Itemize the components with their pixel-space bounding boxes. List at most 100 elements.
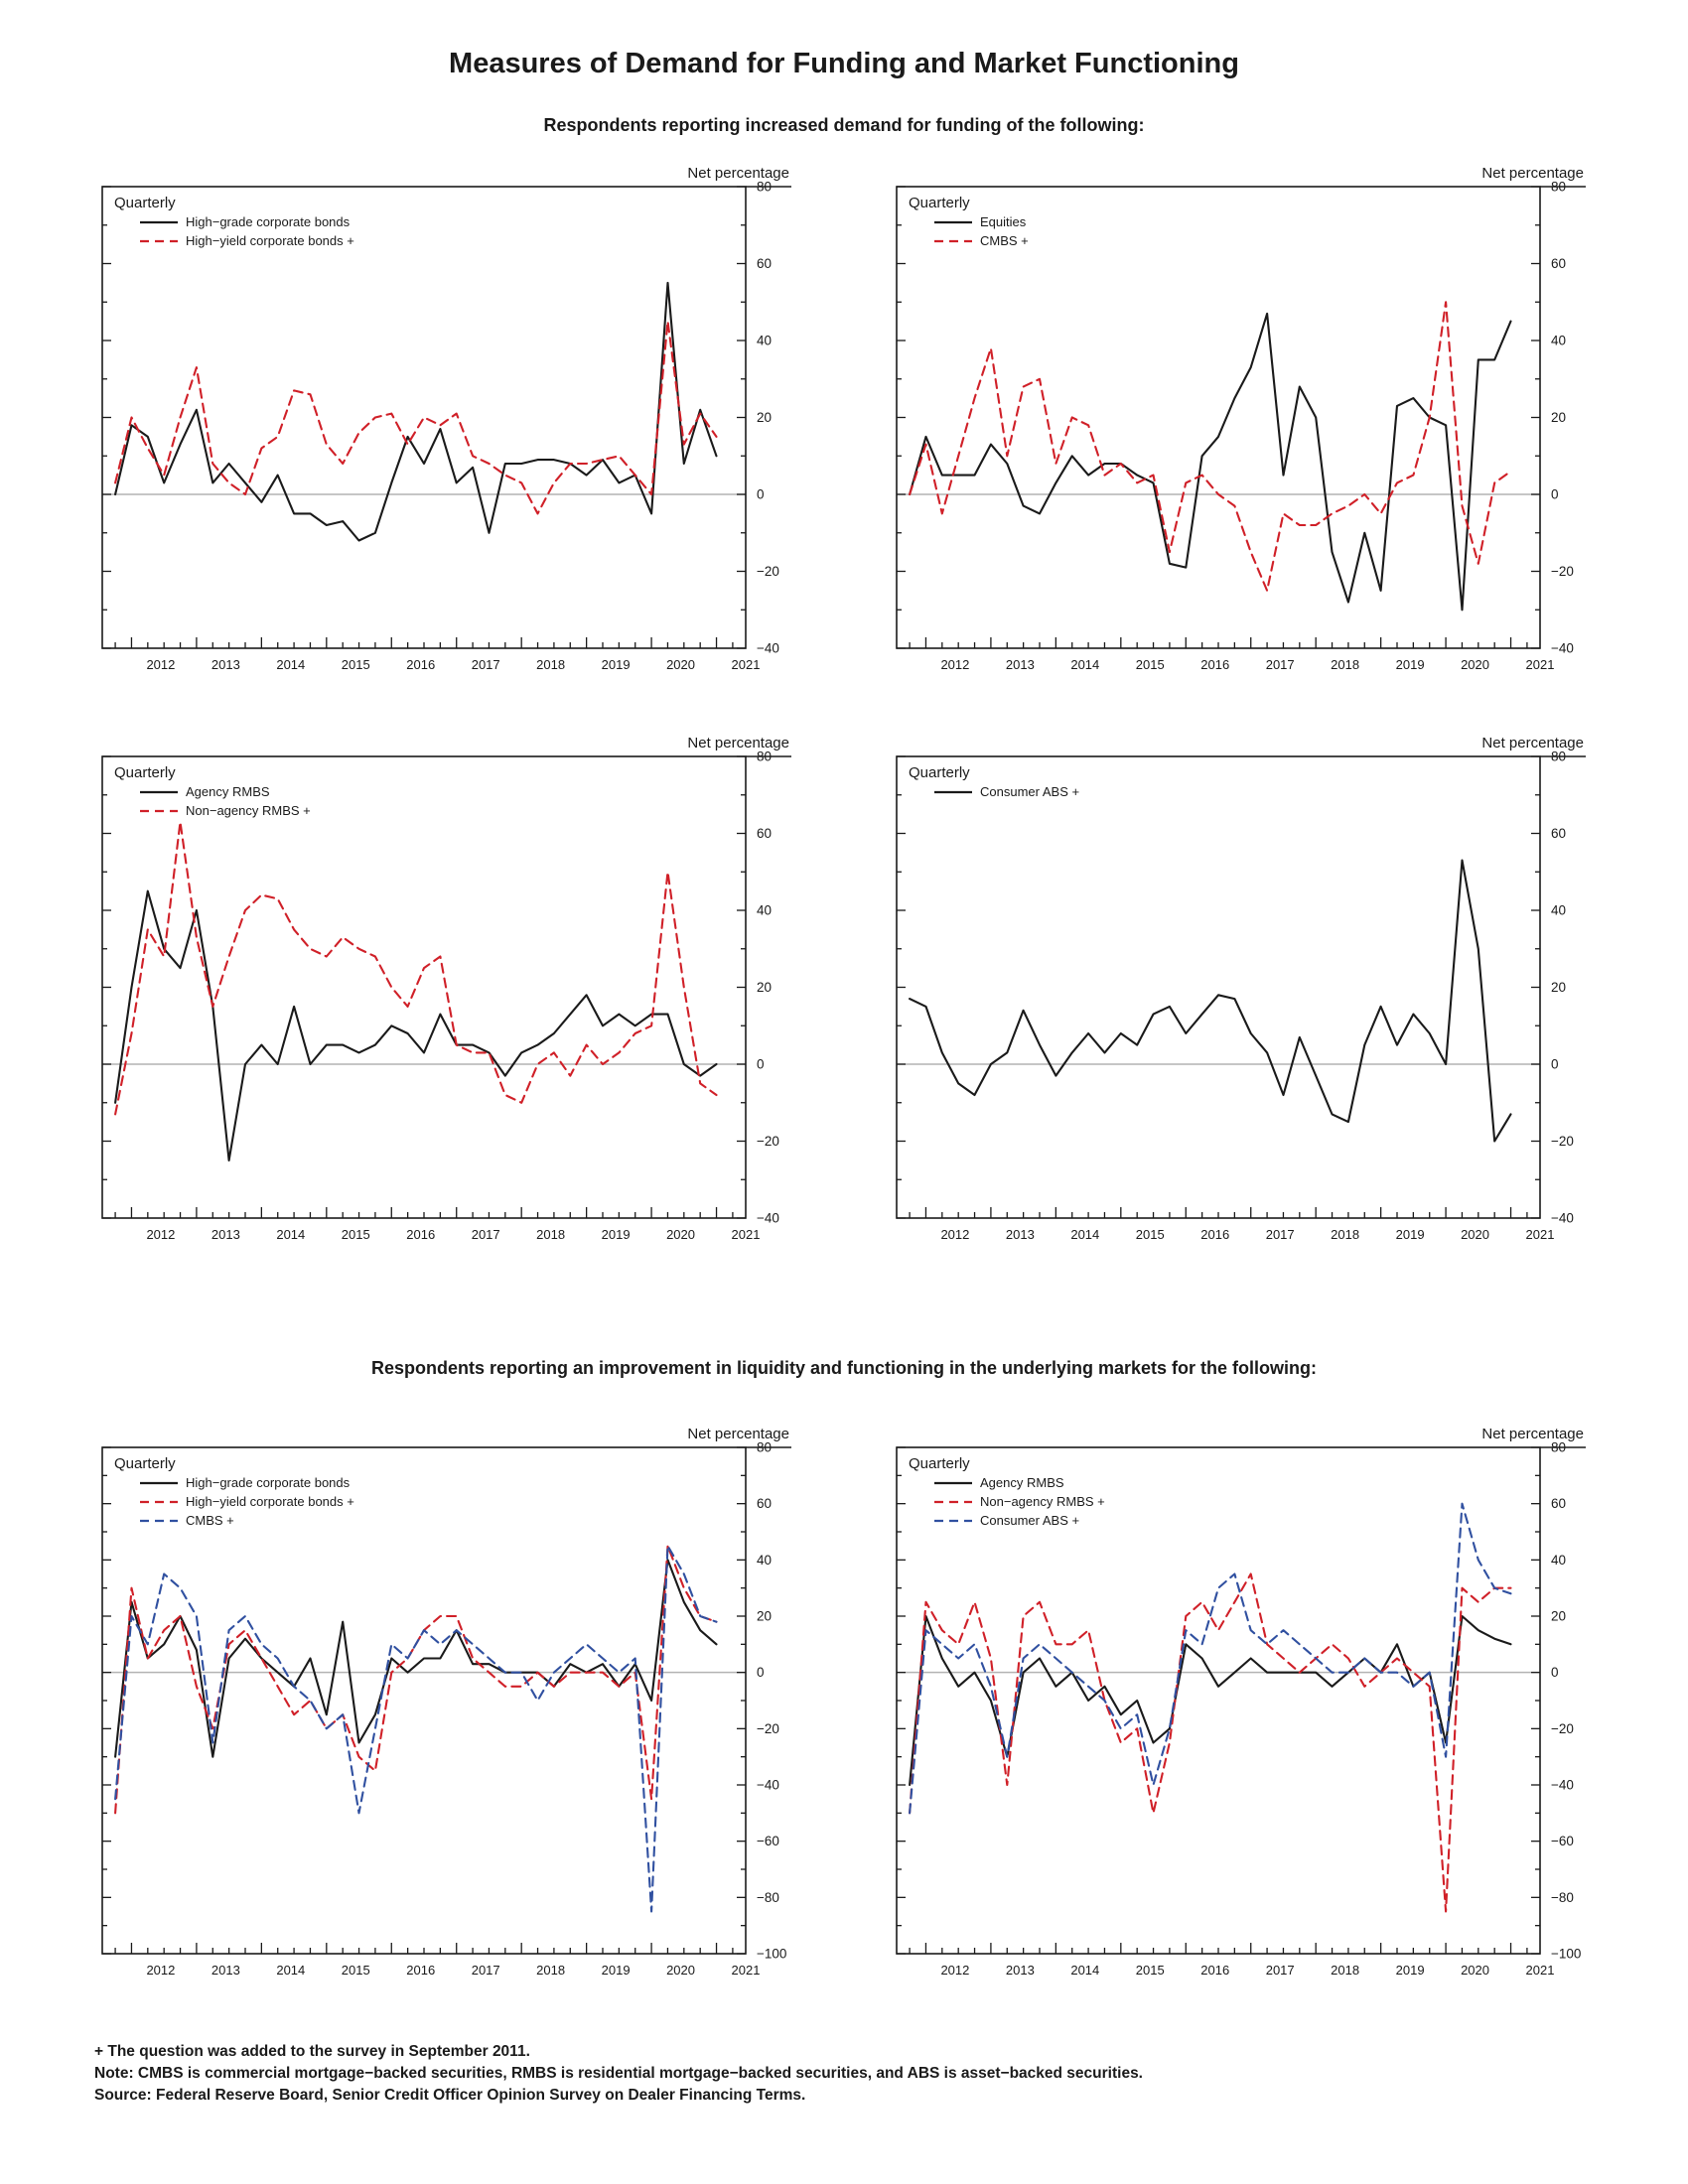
svg-text:−40: −40: [1551, 1211, 1574, 1226]
svg-text:Net percentage: Net percentage: [687, 735, 789, 751]
svg-text:2017: 2017: [1266, 657, 1295, 672]
svg-text:−20: −20: [757, 1721, 779, 1736]
svg-text:2020: 2020: [1461, 1963, 1489, 1978]
svg-text:−100: −100: [1551, 1947, 1581, 1962]
svg-text:Consumer ABS +: Consumer ABS +: [980, 784, 1079, 799]
svg-text:2016: 2016: [406, 657, 435, 672]
svg-text:2017: 2017: [472, 1227, 500, 1242]
svg-text:Net percentage: Net percentage: [1481, 165, 1584, 182]
svg-text:−40: −40: [757, 1778, 779, 1793]
svg-text:High−yield corporate bonds +: High−yield corporate bonds +: [186, 233, 354, 248]
svg-text:2021: 2021: [1526, 657, 1555, 672]
svg-text:2020: 2020: [666, 1227, 695, 1242]
svg-text:2016: 2016: [406, 1963, 435, 1978]
svg-text:0: 0: [757, 487, 765, 502]
svg-text:20: 20: [757, 1609, 772, 1624]
svg-text:2018: 2018: [1331, 1227, 1359, 1242]
svg-text:CMBS +: CMBS +: [186, 1513, 234, 1528]
svg-text:Quarterly: Quarterly: [114, 1455, 176, 1472]
svg-text:2019: 2019: [602, 1227, 631, 1242]
svg-text:2014: 2014: [1070, 1963, 1099, 1978]
svg-text:Quarterly: Quarterly: [114, 195, 176, 211]
svg-text:2021: 2021: [732, 657, 761, 672]
svg-text:2013: 2013: [211, 1963, 240, 1978]
svg-text:40: 40: [757, 1553, 772, 1568]
svg-text:2019: 2019: [1396, 657, 1425, 672]
svg-text:2014: 2014: [1070, 657, 1099, 672]
svg-text:2013: 2013: [211, 1227, 240, 1242]
svg-text:40: 40: [1551, 903, 1566, 918]
svg-text:−40: −40: [757, 641, 779, 656]
svg-text:60: 60: [1551, 1496, 1566, 1511]
svg-text:2017: 2017: [1266, 1227, 1295, 1242]
svg-text:20: 20: [1551, 1609, 1566, 1624]
svg-text:20: 20: [757, 410, 772, 425]
svg-text:Net percentage: Net percentage: [687, 165, 789, 182]
svg-text:Agency RMBS: Agency RMBS: [980, 1475, 1064, 1490]
svg-text:0: 0: [757, 1057, 765, 1072]
svg-text:2014: 2014: [276, 1227, 305, 1242]
svg-text:0: 0: [757, 1665, 765, 1680]
svg-text:−20: −20: [1551, 1134, 1574, 1149]
svg-text:2020: 2020: [666, 1963, 695, 1978]
svg-text:20: 20: [757, 980, 772, 995]
svg-text:2019: 2019: [602, 1963, 631, 1978]
svg-text:2020: 2020: [1461, 657, 1489, 672]
footnote-source: Source: Federal Reserve Board, Senior Cr…: [94, 2087, 806, 2104]
footnotes: + The question was added to the survey i…: [94, 2041, 1143, 2107]
svg-text:2021: 2021: [732, 1227, 761, 1242]
svg-text:2021: 2021: [732, 1963, 761, 1978]
chart-demand-consumer-abs: −40 −20 0 20 40 60 80 2012 2013 2014 2015 2016 2017 2…: [889, 717, 1643, 1283]
svg-text:Quarterly: Quarterly: [909, 1455, 970, 1472]
svg-text:2014: 2014: [1070, 1227, 1099, 1242]
svg-text:2017: 2017: [472, 657, 500, 672]
svg-text:20: 20: [1551, 410, 1566, 425]
svg-text:−20: −20: [1551, 1721, 1574, 1736]
svg-text:2012: 2012: [940, 1227, 969, 1242]
svg-text:2018: 2018: [1331, 657, 1359, 672]
svg-text:2018: 2018: [1331, 1963, 1359, 1978]
footnote-note: Note: CMBS is commercial mortgage−backed…: [94, 2065, 1143, 2082]
chart-liquidity-rmbs-abs: −100 −80 −60 −40 −20 0 20 40 60 80 2012 2013 2014 201…: [889, 1408, 1643, 2018]
svg-text:−60: −60: [757, 1834, 779, 1848]
svg-text:−20: −20: [757, 564, 779, 579]
svg-text:Net percentage: Net percentage: [1481, 1426, 1584, 1442]
svg-text:Non−agency RMBS +: Non−agency RMBS +: [186, 803, 311, 818]
svg-text:−40: −40: [1551, 1778, 1574, 1793]
svg-text:2014: 2014: [276, 657, 305, 672]
svg-text:0: 0: [1551, 1665, 1559, 1680]
svg-text:2015: 2015: [342, 1963, 370, 1978]
svg-text:2013: 2013: [1006, 657, 1035, 672]
svg-text:−60: −60: [1551, 1834, 1574, 1848]
svg-text:2012: 2012: [940, 1963, 969, 1978]
svg-text:2019: 2019: [1396, 1963, 1425, 1978]
svg-text:2016: 2016: [406, 1227, 435, 1242]
svg-text:−40: −40: [757, 1211, 779, 1226]
svg-text:2016: 2016: [1200, 1227, 1229, 1242]
svg-text:Quarterly: Quarterly: [114, 764, 176, 781]
svg-text:2012: 2012: [146, 657, 175, 672]
svg-text:2015: 2015: [1136, 1963, 1165, 1978]
svg-text:60: 60: [1551, 826, 1566, 841]
svg-text:Quarterly: Quarterly: [909, 764, 970, 781]
svg-text:High−yield corporate bonds +: High−yield corporate bonds +: [186, 1494, 354, 1509]
svg-text:−80: −80: [1551, 1890, 1574, 1905]
svg-text:2018: 2018: [536, 1227, 565, 1242]
svg-text:2013: 2013: [1006, 1963, 1035, 1978]
svg-text:2021: 2021: [1526, 1227, 1555, 1242]
svg-text:2020: 2020: [1461, 1227, 1489, 1242]
chart-demand-corporate-bonds: −40 −20 0 20 40 60 80 2012 2013 2014 2015 2016 2017 2…: [94, 147, 849, 713]
svg-text:2015: 2015: [342, 1227, 370, 1242]
svg-text:2012: 2012: [146, 1227, 175, 1242]
svg-text:2012: 2012: [940, 657, 969, 672]
svg-text:2012: 2012: [146, 1963, 175, 1978]
svg-text:2020: 2020: [666, 657, 695, 672]
svg-text:2016: 2016: [1200, 1963, 1229, 1978]
svg-text:Non−agency RMBS +: Non−agency RMBS +: [980, 1494, 1105, 1509]
svg-text:−20: −20: [1551, 564, 1574, 579]
